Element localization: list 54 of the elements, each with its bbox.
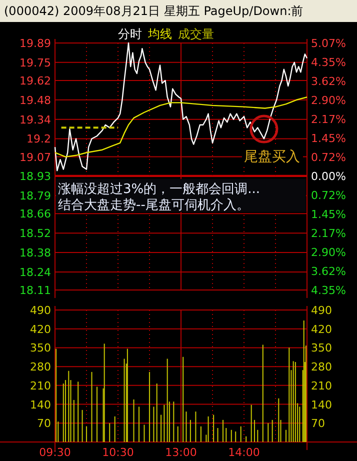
y2-tick-label: 2.17% — [311, 226, 346, 240]
y-tick-label: 18.38 — [20, 246, 51, 260]
y-tick-label: 19.2 — [26, 132, 51, 146]
annotation: 涨幅没超过3%的，一般都会回调... — [58, 182, 260, 197]
y2-tick-label: 4.35% — [311, 56, 346, 69]
y-tick-label: 350 — [30, 342, 51, 355]
y-tick-label: 490 — [30, 304, 51, 317]
annotation: 结合大盘走势--尾盘可伺机介入。 — [58, 198, 250, 213]
x-tick-label: 13:00 — [165, 446, 197, 459]
y-tick-label: 18.93 — [20, 170, 51, 184]
y-tick-label: 210 — [30, 379, 51, 392]
y2-tick-label: 2.90% — [311, 94, 346, 107]
y-tick-label: 19.89 — [20, 37, 51, 50]
y-tick-label: 280 — [30, 360, 51, 374]
y2-tick-label: 210 — [311, 379, 332, 392]
y2-tick-label: 0.72% — [311, 151, 346, 164]
y2-tick-label: 1.45% — [311, 132, 346, 145]
y-tick-label: 140 — [30, 398, 51, 412]
y2-tick-label: 2.90% — [311, 246, 346, 259]
y2-tick-label: 1.45% — [311, 208, 346, 221]
y2-tick-label: 350 — [311, 342, 332, 355]
y-tick-label: 18.79 — [20, 190, 51, 203]
text: 成交量 — [178, 27, 214, 41]
series-label: 分时 — [118, 27, 142, 41]
x-tick-label: 10:30 — [102, 446, 134, 459]
y2-tick-label: 140 — [311, 398, 332, 412]
y2-tick-label: 490 — [311, 304, 332, 317]
text: 均线 — [147, 27, 172, 41]
y-tick-label: 18.66 — [20, 208, 51, 221]
y-tick-label: 19.34 — [20, 113, 51, 126]
y2-tick-label: 3.62% — [311, 75, 346, 88]
y2-tick-label: 2.17% — [311, 113, 346, 126]
annotation: 尾盘买入 — [244, 149, 300, 165]
y-tick-label: 19.48 — [20, 94, 51, 107]
y2-tick-label: 4.35% — [311, 284, 346, 297]
y2-tick-label: 70 — [311, 417, 325, 430]
y-tick-label: 19.07 — [20, 150, 51, 164]
y2-tick-label: 3.62% — [311, 264, 346, 278]
y2-tick-label: 280 — [311, 360, 332, 374]
y2-tick-label: 420 — [311, 322, 332, 336]
y-tick-label: 18.11 — [20, 284, 51, 297]
y2-tick-label: 0.00% — [311, 170, 346, 183]
y2-tick-label: 5.07% — [311, 37, 346, 50]
y-tick-label: 19.75 — [20, 56, 51, 70]
y2-tick-label: 0.72% — [311, 188, 346, 202]
y-tick-label: 19.62 — [20, 74, 51, 88]
y-tick-label: 70 — [37, 417, 51, 430]
y-tick-label: 420 — [30, 322, 51, 336]
chart-title: (000042) 2009年08月21日 星期五 PageUp/Down:前 — [4, 4, 304, 18]
y-tick-label: 18.52 — [20, 227, 51, 240]
line-series — [54, 42, 308, 172]
x-tick-label: 09:30 — [39, 446, 71, 459]
y-tick-label: 18.24 — [20, 266, 51, 279]
x-tick-label: 14:00 — [228, 446, 260, 459]
